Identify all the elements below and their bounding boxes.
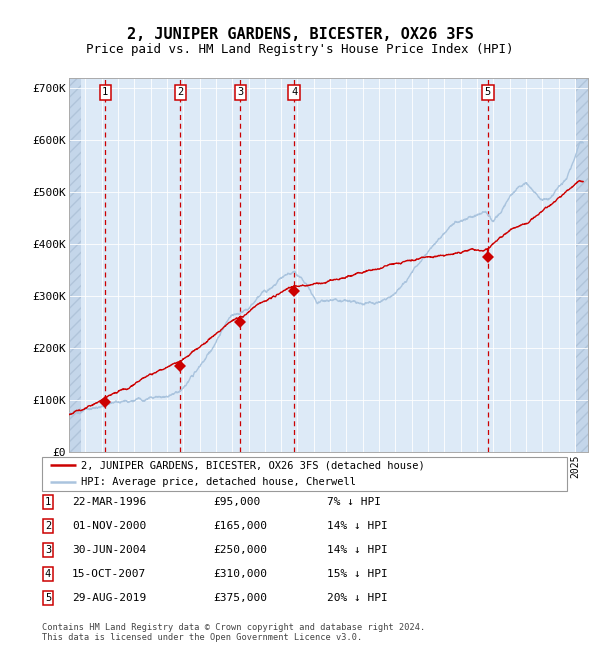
Text: 01-NOV-2000: 01-NOV-2000 — [72, 521, 146, 531]
Text: 5: 5 — [485, 87, 491, 98]
Bar — [69, 78, 81, 452]
Text: 4: 4 — [45, 569, 51, 579]
Bar — [576, 78, 588, 452]
Text: 3: 3 — [237, 87, 244, 98]
Text: 1: 1 — [102, 87, 109, 98]
Text: 14% ↓ HPI: 14% ↓ HPI — [327, 521, 388, 531]
Text: HPI: Average price, detached house, Cherwell: HPI: Average price, detached house, Cher… — [82, 477, 356, 488]
Text: Price paid vs. HM Land Registry's House Price Index (HPI): Price paid vs. HM Land Registry's House … — [86, 43, 514, 56]
Text: £375,000: £375,000 — [213, 593, 267, 603]
Text: 15-OCT-2007: 15-OCT-2007 — [72, 569, 146, 579]
Text: £95,000: £95,000 — [213, 497, 260, 507]
Text: 29-AUG-2019: 29-AUG-2019 — [72, 593, 146, 603]
Text: 2: 2 — [45, 521, 51, 531]
Text: 4: 4 — [291, 87, 297, 98]
FancyBboxPatch shape — [42, 457, 567, 491]
Text: 2: 2 — [178, 87, 184, 98]
Text: £310,000: £310,000 — [213, 569, 267, 579]
Text: £165,000: £165,000 — [213, 521, 267, 531]
Text: 2, JUNIPER GARDENS, BICESTER, OX26 3FS (detached house): 2, JUNIPER GARDENS, BICESTER, OX26 3FS (… — [82, 460, 425, 471]
Text: 7% ↓ HPI: 7% ↓ HPI — [327, 497, 381, 507]
Text: 5: 5 — [45, 593, 51, 603]
Text: 1: 1 — [45, 497, 51, 507]
Text: £250,000: £250,000 — [213, 545, 267, 555]
Text: 30-JUN-2004: 30-JUN-2004 — [72, 545, 146, 555]
Text: Contains HM Land Registry data © Crown copyright and database right 2024.
This d: Contains HM Land Registry data © Crown c… — [42, 623, 425, 642]
Text: 3: 3 — [45, 545, 51, 555]
Text: 2, JUNIPER GARDENS, BICESTER, OX26 3FS: 2, JUNIPER GARDENS, BICESTER, OX26 3FS — [127, 27, 473, 42]
Text: 20% ↓ HPI: 20% ↓ HPI — [327, 593, 388, 603]
Text: 14% ↓ HPI: 14% ↓ HPI — [327, 545, 388, 555]
Text: 15% ↓ HPI: 15% ↓ HPI — [327, 569, 388, 579]
Text: 22-MAR-1996: 22-MAR-1996 — [72, 497, 146, 507]
